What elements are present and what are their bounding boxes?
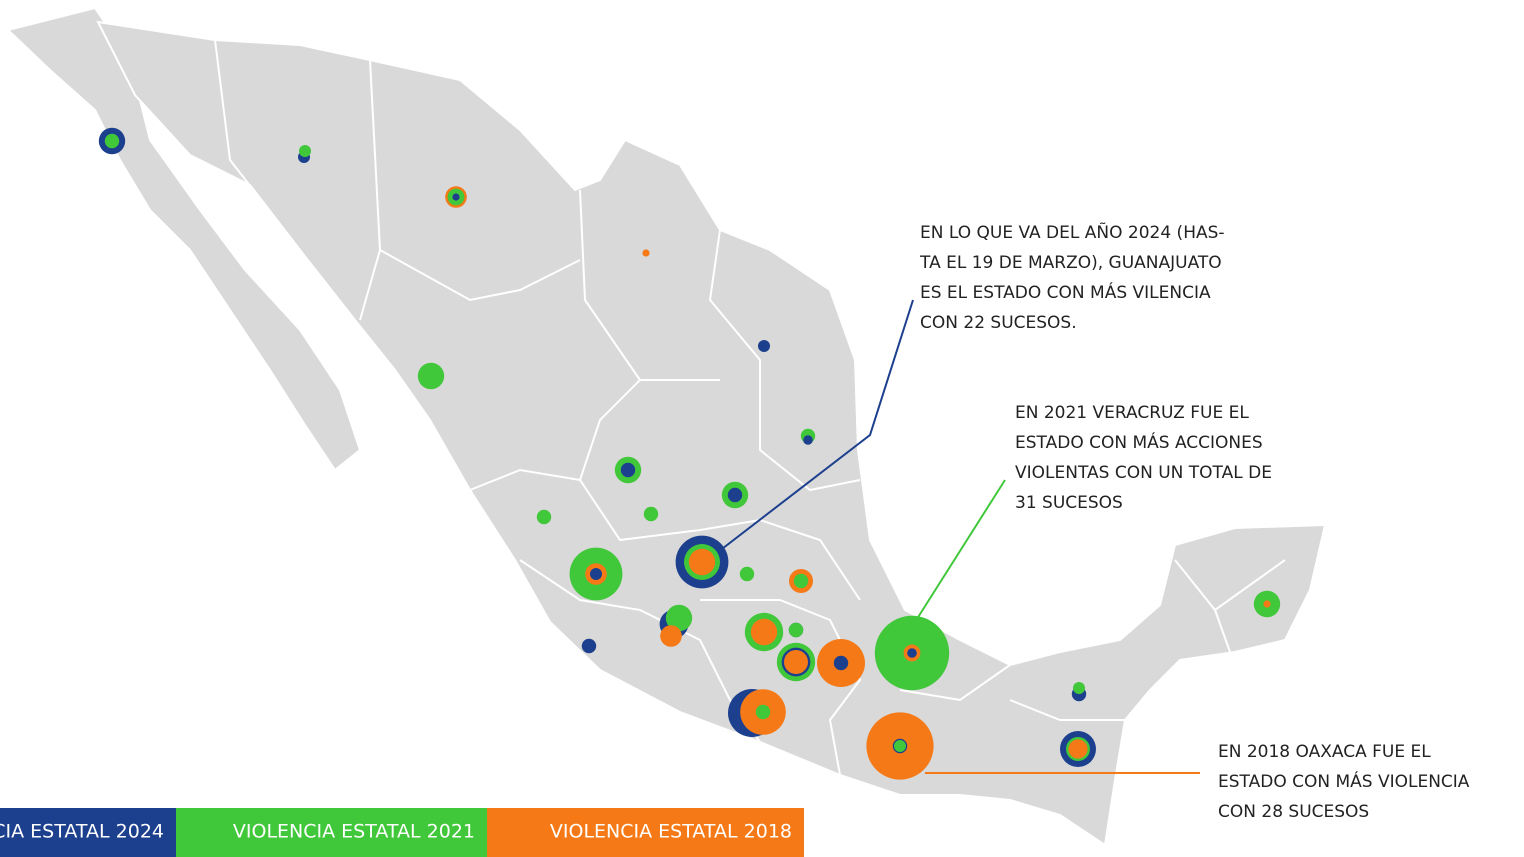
- bubble: [643, 506, 659, 522]
- bubble: [727, 487, 743, 503]
- legend-label: VIOLENCIA ESTATAL 2018: [550, 821, 792, 843]
- bubble: [793, 573, 809, 589]
- bubble: [833, 655, 849, 671]
- annotations: EN LO QUE VA DEL AÑO 2024 (HAS- TA EL 19 …: [919, 221, 1470, 822]
- annotation-line: TA EL 19 DE MARZO), GUANAJUATO: [919, 253, 1222, 273]
- annotation-line: EN 2021 VERACRUZ FUE EL: [1015, 403, 1249, 423]
- bubble: [750, 618, 778, 646]
- annotation-line: CON 22 SUCESOS.: [920, 313, 1077, 333]
- legend-swatch: [0, 808, 176, 857]
- annotation-line: 31 SUCESOS: [1015, 493, 1123, 513]
- legend-label: VIOLENCIA ESTATAL 2021: [233, 821, 475, 843]
- bubble: [590, 568, 602, 580]
- annotation-line: ESTADO CON MÁS VIOLENCIA: [1218, 770, 1470, 792]
- bubble: [803, 435, 813, 445]
- bubble: [660, 625, 682, 647]
- bubble: [1263, 600, 1271, 608]
- legend-swatch: [487, 808, 804, 857]
- bubble: [755, 704, 771, 720]
- annotation-line: VIOLENTAS CON UN TOTAL DE: [1015, 463, 1272, 483]
- legend: VIOLENCIA ESTATAL 2024 VIOLENCIA ESTATAL …: [0, 808, 804, 857]
- bubble: [1073, 682, 1085, 694]
- bubble: [665, 604, 693, 632]
- annotation-line: EN LO QUE VA DEL AÑO 2024 (HAS-: [920, 221, 1225, 243]
- annotation-line: ES EL ESTADO CON MÁS VILENCIA: [920, 281, 1211, 303]
- legend-label: VIOLENCIA ESTATAL 2024: [0, 821, 164, 843]
- annotation-line: ESTADO CON MÁS ACCIONES: [1015, 431, 1263, 453]
- bubble: [299, 145, 311, 157]
- bubble: [642, 249, 650, 257]
- bubble: [907, 648, 917, 658]
- bubble: [758, 340, 770, 352]
- bubble: [452, 193, 460, 201]
- bubble: [104, 133, 120, 149]
- bubble: [784, 650, 808, 674]
- bubble: [1068, 739, 1088, 759]
- bubble: [417, 362, 445, 390]
- annotation-line: CON 28 SUCESOS: [1218, 802, 1369, 822]
- bubble: [739, 566, 755, 582]
- bubble: [894, 740, 906, 752]
- annotation-line: EN 2018 OAXACA FUE EL: [1218, 742, 1431, 762]
- country-shape: [5, 6, 1327, 847]
- bubble: [536, 509, 552, 525]
- bubble: [688, 548, 716, 576]
- legend-swatch: [176, 808, 487, 857]
- bubble: [581, 638, 597, 654]
- leader-lines: [704, 299, 1200, 774]
- bubbles: [98, 127, 1281, 780]
- bubble: [788, 622, 804, 638]
- bubble: [620, 462, 636, 478]
